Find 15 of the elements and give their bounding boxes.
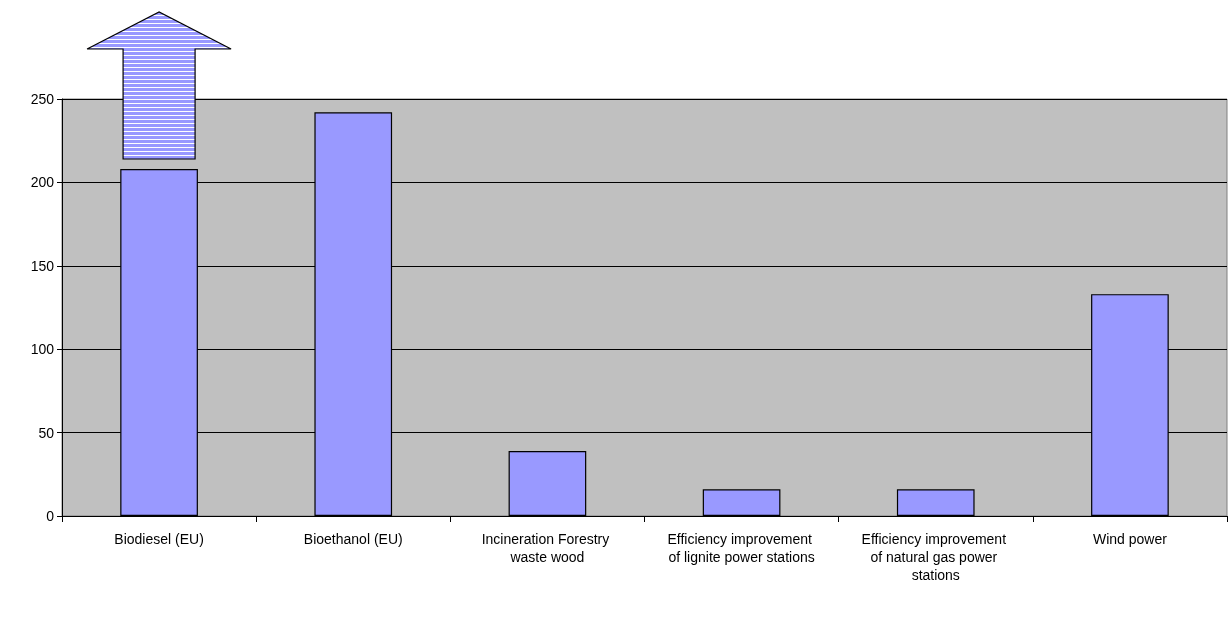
y-tick-label: 150 — [30, 257, 55, 274]
bar — [508, 450, 587, 516]
bar — [702, 489, 781, 516]
x-tick-label: Wind power — [1092, 531, 1168, 547]
x-tick-label: Biodiesel (EU) — [114, 531, 204, 547]
x-tick-label: Efficiency improvement of lignite power stations — [667, 531, 816, 565]
y-tick-label: 250 — [30, 91, 55, 107]
y-tick-label: 50 — [38, 424, 55, 441]
x-tick-label: Efficiency improvement of natural gas power stations — [861, 531, 1010, 583]
bar — [896, 489, 975, 516]
y-tick-label: 200 — [30, 174, 55, 191]
y-tick-label: 0 — [46, 508, 55, 524]
x-tick-label: Incineration Forestry waste wood — [481, 531, 614, 565]
y-tick-label: 100 — [30, 341, 55, 358]
x-tick-label: Bioethanol (EU) — [303, 531, 403, 547]
